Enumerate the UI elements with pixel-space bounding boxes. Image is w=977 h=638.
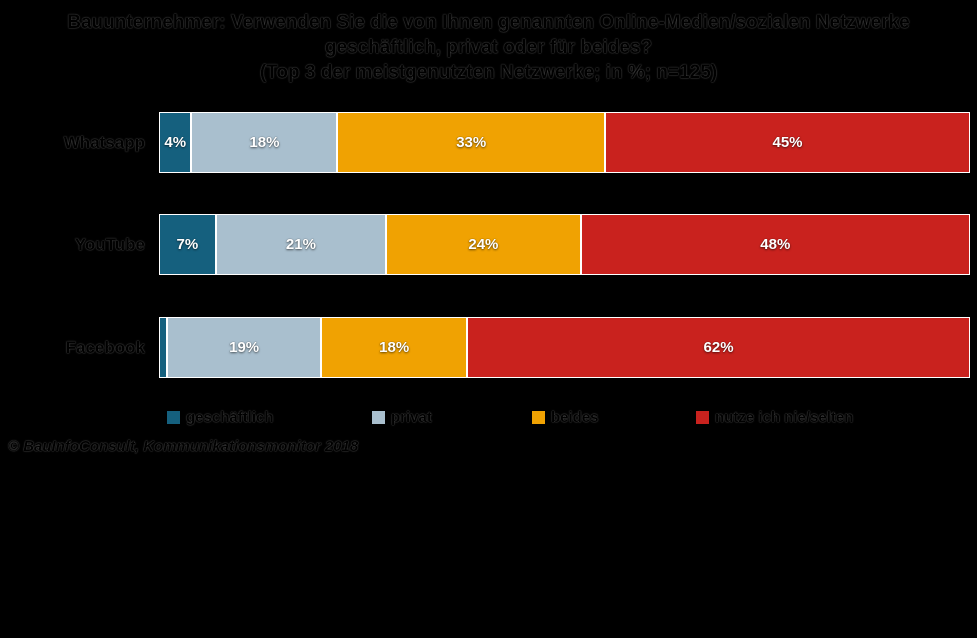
segment-value-label: 18% [379, 339, 410, 356]
bar-segment: 33% [337, 112, 606, 173]
bar-segment: 21% [215, 214, 387, 275]
legend-item: beides [532, 404, 599, 430]
bar-segment [159, 317, 168, 378]
plot-area: Whatsapp 4% 18% 33% 45% YouTube 7% 21% 24% 48% Fac… [0, 112, 977, 439]
chart-title-line-2: geschäftlich, privat oder für beides? [324, 37, 653, 58]
bar-segment: 19% [167, 317, 322, 378]
bar-segment: 18% [321, 317, 468, 378]
legend-label: beides [551, 408, 599, 426]
segment-value-label: 21% [285, 236, 316, 253]
legend: geschäftlich privat beides nutze ich nie/se… [0, 404, 977, 430]
bar-segment: 7% [159, 214, 216, 275]
legend-item: nutze ich nie/selten [696, 404, 853, 430]
bar-segment: 24% [386, 214, 581, 275]
legend-item: geschäftlich [167, 404, 274, 430]
legend-label: geschäftlich [186, 408, 274, 426]
source-note: © BauInfoConsult, Kommunikationsmonitor … [8, 438, 359, 455]
segment-value-label: 19% [229, 339, 260, 356]
category-label: Facebook [65, 337, 145, 357]
legend-swatch-icon [372, 410, 385, 424]
bar-track: 4% 18% 33% 45% [159, 112, 970, 173]
bar-track: 19% 18% 62% [159, 317, 970, 378]
legend-item: privat [372, 404, 432, 430]
legend-label: nutze ich nie/selten [715, 408, 854, 426]
bar-segment: 4% [159, 112, 192, 173]
segment-value-label: 24% [468, 236, 499, 253]
segment-value-label: 33% [456, 134, 487, 151]
segment-value-label: 4% [164, 134, 187, 151]
chart-title: Bauunternehmer: Verwenden Sie die von Ih… [0, 10, 977, 85]
bar-row: Whatsapp 4% 18% 33% 45% [0, 112, 977, 173]
legend-swatch-icon [696, 410, 709, 424]
segment-value-label: 7% [176, 236, 199, 253]
category-label: Whatsapp [63, 132, 145, 152]
bar-segment: 48% [580, 214, 970, 275]
legend-swatch-icon [167, 410, 180, 424]
bar-segment: 62% [467, 317, 970, 378]
chart-title-line-1: Bauunternehmer: Verwenden Sie die von Ih… [67, 12, 910, 33]
segment-value-label: 62% [703, 339, 734, 356]
segment-value-label: 18% [249, 134, 280, 151]
segment-value-label: 48% [760, 236, 791, 253]
bar-segment: 18% [191, 112, 338, 173]
bar-row: Facebook 19% 18% 62% [0, 317, 977, 378]
legend-label: privat [391, 408, 432, 426]
category-label: YouTube [74, 234, 145, 254]
segment-value-label: 45% [772, 134, 803, 151]
bar-segment: 45% [605, 112, 970, 173]
legend-swatch-icon [532, 410, 545, 424]
chart-title-line-3: (Top 3 der meistgenutzten Netzwerke; in … [259, 62, 718, 83]
bar-track: 7% 21% 24% 48% [159, 214, 970, 275]
bar-row: YouTube 7% 21% 24% 48% [0, 214, 977, 275]
